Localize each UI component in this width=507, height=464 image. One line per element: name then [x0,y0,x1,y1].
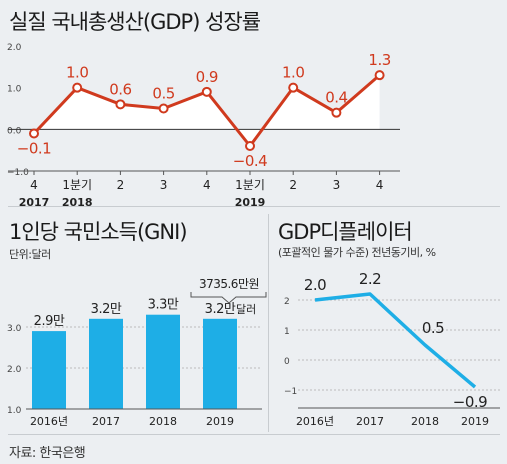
gdp-point [374,70,385,81]
gdp-point [29,128,39,139]
gdp-point [288,82,299,93]
deflator-value-label: 2.2 [359,270,381,288]
gdp-value-label: −0.1 [17,140,51,158]
gni-callout-label: 3735.6만원 [199,277,259,291]
gni-x-tick-label: 2016년 [30,415,68,428]
gni-value-label: 3.3만 [148,298,179,313]
deflator-value-label: 0.5 [422,319,444,337]
year-label: 2018 [62,196,93,209]
deflator-x-tick-label: 2017 [356,415,384,428]
gdp-value-label: −0.4 [233,152,267,170]
gdp-point [201,86,212,97]
gdp-point [245,141,255,151]
x-tick-label: 3 [333,178,341,192]
gdp-value-label: 0.4 [325,89,347,107]
deflator-x-tick-label: 2018 [411,415,439,428]
y-tick-label: 1.0 [7,85,22,95]
gni-bar [32,331,66,409]
gni-y-tick-label: 2.0 [7,365,22,375]
y-tick-label: −1.0 [7,168,29,178]
gni-y-tick-label: 3.0 [7,324,22,334]
deflator-y-tick-label: 1 [284,327,290,337]
gni-x-tick-label: 2017 [92,415,120,428]
gni-bar [146,314,180,409]
gdp-chart-title: 실질 국내총생산(GDP) 성장률 [9,10,261,34]
deflator-y-tick-label: 2 [284,297,290,307]
x-tick-label: 2 [117,178,125,192]
deflator-value-label: −0.9 [453,393,487,411]
gni-value-label: 3.2만 [91,302,122,317]
x-tick-label: 1분기 [235,178,265,192]
x-tick-label: 4 [30,178,38,192]
deflator-value-label: 2.0 [304,276,326,294]
deflator-series-line [314,292,477,389]
deflator-subtitle: (포괄적인 물가 수준) 전년동기비, % [278,246,436,259]
gni-value-suffix: 달러 [236,303,256,316]
deflator-x-tick-label: 2016년 [296,415,334,428]
footer-divider [8,434,500,435]
gdp-point [158,103,169,114]
gdp-point [72,82,83,93]
gdp-growth-chart: 2.0 1.0 0.0 −1.0 −0.1 4 2017 1.0 1분기 2018 0.6 2 0.5 3… [7,43,400,209]
gni-value-label: 3.2만 [205,302,236,317]
deflator-y-tick-label: 0 [284,357,290,367]
gdp-point [115,99,126,110]
gni-unit-label: 단위:달러 [9,248,51,261]
deflator-chart-title: GDP디플레이터 [278,220,413,244]
gni-chart-title: 1인당 국민소득(GNI) [9,220,188,244]
section-divider [8,206,500,207]
x-tick-label: 2 [289,178,297,192]
gni-value-label: 2.9만 [34,314,65,329]
gni-x-tick-label: 2018 [149,415,177,428]
gni-bar [203,318,237,409]
gni-y-tick-label: 1.0 [7,406,22,416]
deflator-x-tick-label: 2019 [461,415,489,428]
x-tick-label: 4 [203,178,211,192]
source-note: 자료: 한국은행 [9,446,86,461]
gni-callout-bracket [190,292,267,304]
y-tick-label: 0.0 [7,126,22,136]
gni-bar [89,318,123,409]
x-tick-label: 4 [376,178,384,192]
year-label: 2017 [19,196,50,209]
deflator-y-tick-label: −1 [284,387,297,397]
gdp-value-label: 1.3 [368,51,390,69]
gdp-area [34,75,380,146]
gdp-value-label: 0.9 [196,68,218,86]
gdp-value-label: 0.6 [109,80,131,98]
x-tick-label: 3 [160,178,168,192]
year-label: 2019 [235,196,266,209]
x-tick-label: 1분기 [62,178,92,192]
gdp-value-label: 1.0 [66,64,88,82]
gdp-value-label: 1.0 [282,64,304,82]
column-divider [268,214,269,432]
gdp-value-label: 0.5 [152,85,174,103]
gdp-point [331,107,342,118]
gni-x-tick-label: 2019 [206,415,234,428]
y-tick-label: 2.0 [7,43,22,53]
